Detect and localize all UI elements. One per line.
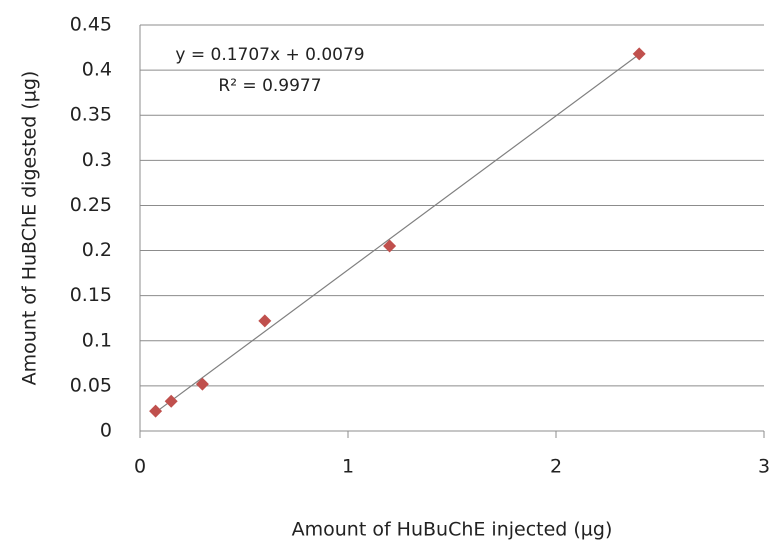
y-axis-title: Amount of HuBChE digested (µg) [19, 71, 41, 386]
equation: y = 0.1707x + 0.0079 [175, 45, 364, 65]
y-tick-label: 0.05 [70, 374, 112, 396]
y-tick-label: 0.3 [82, 149, 112, 171]
trendline [155, 53, 640, 413]
y-tick-label: 0.2 [82, 239, 112, 261]
point [632, 47, 646, 61]
y-tick-label: 0.45 [70, 14, 112, 36]
point [164, 394, 178, 408]
r-squared: R² = 0.9977 [218, 76, 321, 96]
y-tick-label: 0.35 [70, 104, 112, 126]
y-tick-label: 0.15 [70, 284, 112, 306]
x-tick-label: 2 [550, 456, 562, 478]
point [195, 377, 209, 391]
y-tick-label: 0.4 [82, 59, 112, 81]
point [383, 239, 397, 253]
y-tick-label: 0.1 [82, 329, 112, 351]
y-tick-label: 0 [100, 420, 112, 442]
point [149, 404, 163, 418]
x-tick-label: 3 [758, 456, 770, 478]
y-tick-label: 0.25 [70, 194, 112, 216]
x-tick-label: 0 [134, 456, 146, 478]
x-tick-label: 1 [342, 456, 354, 478]
point [258, 314, 272, 328]
x-axis-title: Amount of HuBuChE injected (µg) [292, 519, 613, 541]
